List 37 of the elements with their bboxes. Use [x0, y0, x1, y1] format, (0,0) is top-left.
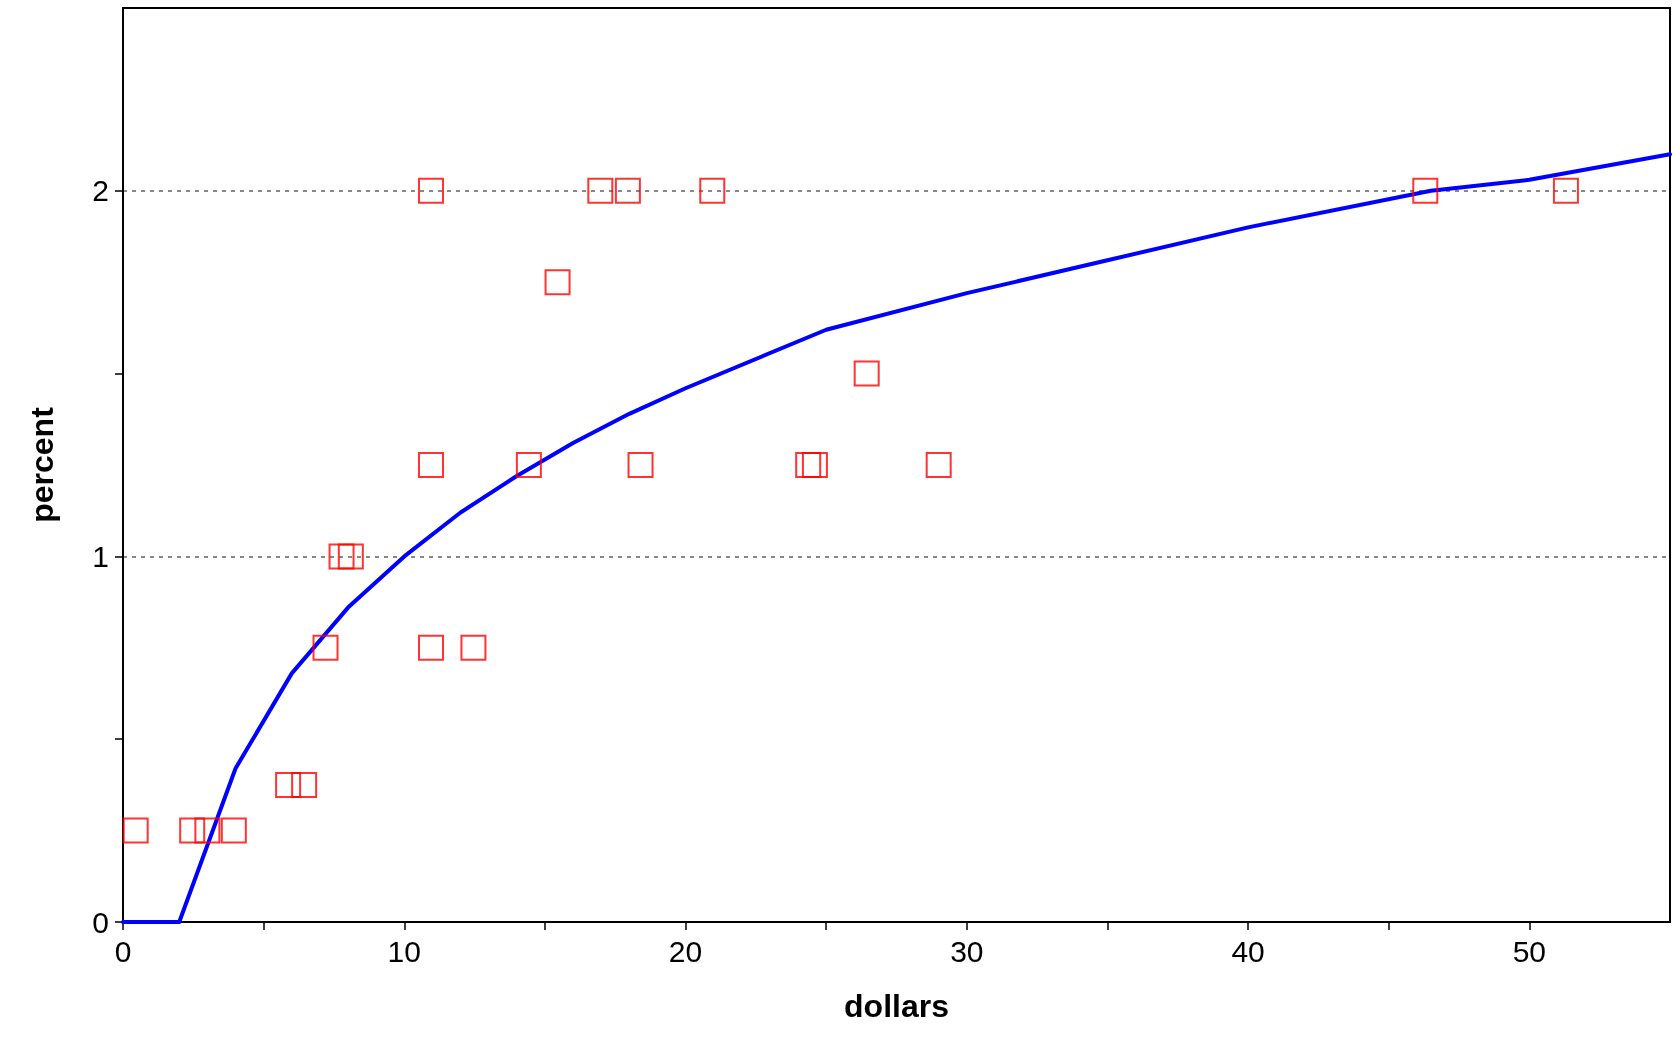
point: [417, 634, 444, 661]
point: [699, 177, 726, 204]
point: [853, 360, 880, 387]
point: [1412, 177, 1439, 204]
x-tick-label: 40: [1231, 934, 1265, 968]
point: [544, 269, 571, 296]
y-tick-label: 1: [92, 539, 109, 573]
x-axis-title: dollars: [844, 988, 949, 1024]
x-tick-label: 20: [668, 934, 703, 968]
point: [614, 177, 641, 204]
point: [795, 452, 822, 478]
point: [515, 452, 542, 478]
x-tick-label: 30: [950, 934, 984, 968]
x-tick-label: 50: [1512, 934, 1547, 968]
x-tick-label: 10: [387, 934, 421, 968]
point: [925, 452, 952, 478]
y-tick-label: 0: [92, 905, 109, 939]
point: [328, 543, 355, 570]
point: [122, 817, 149, 844]
line-series: [121, 152, 1672, 924]
point: [179, 817, 206, 844]
y-axis-title: percent: [24, 406, 60, 523]
point: [312, 634, 339, 661]
point: [1552, 177, 1579, 204]
point: [275, 771, 302, 798]
point: [291, 771, 318, 798]
point: [587, 177, 614, 204]
point: [801, 452, 828, 478]
point: [460, 634, 487, 661]
point: [627, 452, 654, 478]
point: [337, 543, 364, 570]
x-tick-label: 0: [114, 934, 132, 968]
point: [417, 177, 444, 204]
point: [417, 452, 444, 478]
point: [220, 817, 247, 844]
y-tick-label: 2: [92, 174, 109, 208]
point: [194, 817, 221, 844]
